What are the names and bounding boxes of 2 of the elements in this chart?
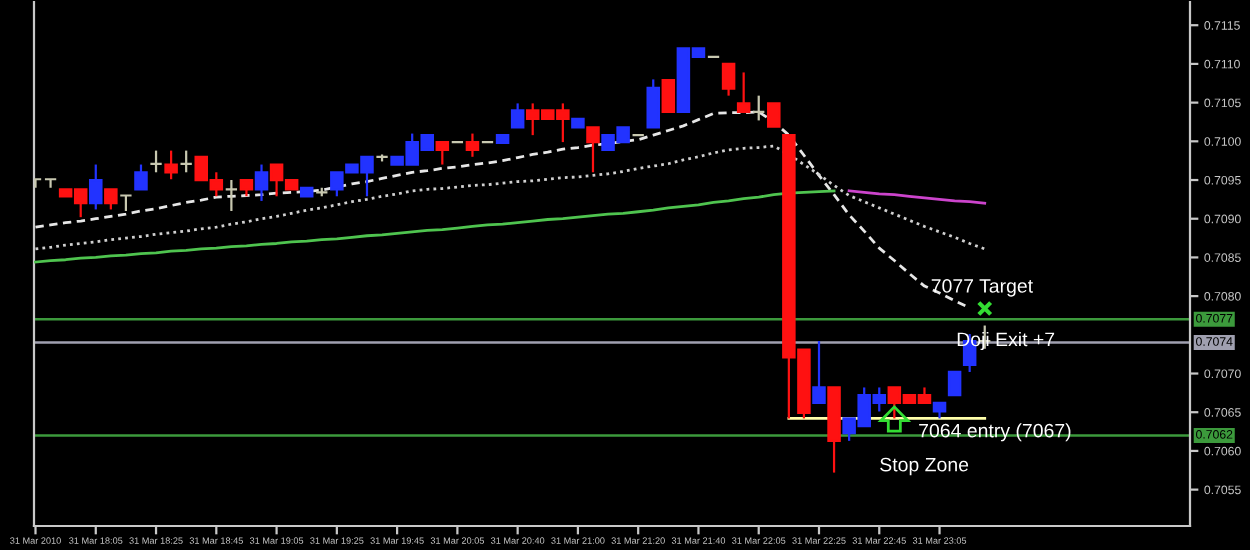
annotation: Stop Zone bbox=[880, 457, 969, 476]
annotation: 7077 Target bbox=[931, 279, 1033, 297]
